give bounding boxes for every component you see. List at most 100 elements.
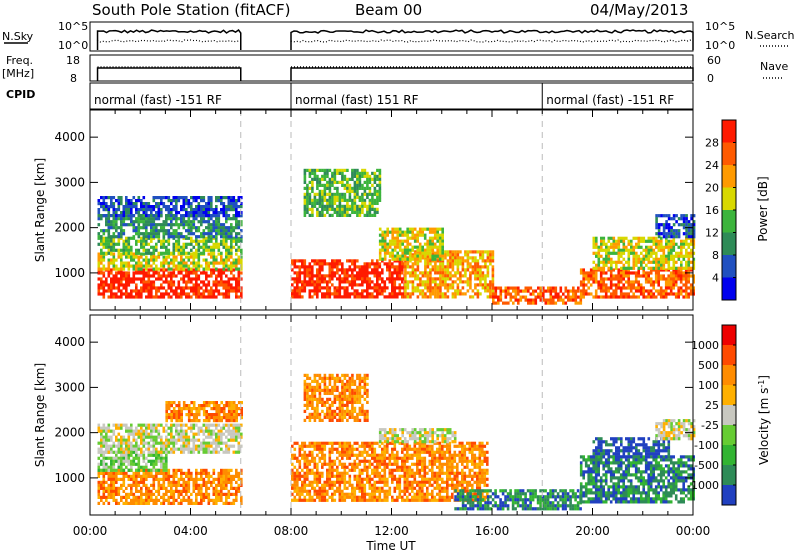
echo-cell (167, 480, 171, 484)
echo-cell (534, 289, 538, 293)
echo-cell (112, 208, 116, 212)
echo-cell (137, 289, 141, 293)
echo-cell (582, 277, 585, 281)
echo-cell (165, 486, 168, 490)
echo-cell (674, 268, 678, 272)
echo-cell (207, 480, 211, 484)
echo-cell (145, 267, 148, 271)
echo-cell (650, 245, 653, 249)
echo-cell (419, 292, 422, 296)
echo-cell (190, 226, 193, 230)
echo-cell (135, 217, 138, 221)
echo-cell (187, 242, 191, 246)
echo-cell (401, 277, 404, 281)
echo-cell (200, 214, 203, 218)
echo-cell (454, 274, 457, 278)
echo-cell (567, 298, 570, 302)
echo-cell (336, 259, 339, 263)
echo-cell (170, 429, 173, 433)
echo-cell (333, 177, 337, 181)
echo-cell (371, 295, 374, 299)
echo-cell (333, 262, 337, 266)
echo-cell (240, 501, 243, 505)
echo-cell (674, 280, 678, 284)
colorbar-tick-label: 4 (712, 272, 719, 285)
echo-cell (393, 254, 397, 258)
echo-cell (662, 292, 665, 296)
echo-cell (690, 254, 693, 258)
echo-cell (225, 220, 228, 224)
echo-cell (469, 280, 472, 284)
echo-cell (220, 498, 223, 502)
echo-cell (112, 498, 116, 502)
echo-cell (105, 456, 108, 460)
echo-cell (240, 223, 243, 227)
echo-cell (180, 289, 183, 293)
echo-cell (182, 274, 186, 278)
echo-cell (371, 201, 374, 205)
echo-cell (657, 242, 661, 246)
echo-cell (122, 286, 126, 290)
echo-cell (97, 267, 101, 271)
echo-cell (484, 274, 487, 278)
echo-cell (469, 277, 472, 281)
echo-cell (155, 426, 158, 430)
echo-cell (160, 501, 163, 505)
echo-cell (418, 251, 422, 255)
echo-cell (197, 277, 201, 281)
echo-cell (436, 230, 439, 234)
echo-cell (132, 277, 136, 281)
echo-cell (167, 232, 171, 236)
echo-cell (459, 259, 462, 263)
echo-cell (602, 277, 605, 281)
echo-cell (358, 274, 362, 278)
echo-cell (105, 267, 108, 271)
echo-cell (210, 480, 213, 484)
echo-cell (504, 295, 508, 299)
echo-cell (220, 196, 223, 200)
echo-cell (351, 286, 354, 290)
echo-cell (630, 251, 633, 255)
echo-cell (424, 295, 427, 299)
echo-cell (426, 271, 430, 275)
nsky-label: N.Sky (2, 30, 34, 43)
echo-cell (363, 268, 367, 272)
echo-cell (627, 280, 630, 284)
echo-cell (451, 259, 455, 263)
echo-cell (373, 289, 377, 293)
echo-cell (192, 292, 196, 296)
echo-cell (398, 265, 402, 269)
echo-cell (667, 245, 671, 249)
echo-cell (120, 495, 123, 499)
echo-cell (592, 251, 596, 255)
echo-cell (669, 280, 673, 284)
echo-cell (212, 211, 216, 215)
echo-cell (632, 263, 636, 267)
echo-cell (145, 220, 148, 224)
echo-cell (564, 301, 568, 305)
echo-cell (341, 204, 344, 208)
echo-cell (112, 280, 116, 284)
echo-cell (587, 292, 590, 296)
echo-cell (127, 274, 131, 278)
echo-cell (411, 257, 414, 261)
echo-cell (604, 295, 608, 299)
echo-cell (363, 280, 367, 284)
echo-cell (404, 277, 407, 281)
echo-cell (461, 292, 465, 296)
echo-cell (142, 205, 146, 209)
echo-cell (679, 286, 683, 290)
echo-cell (120, 295, 123, 299)
echo-cell (152, 286, 156, 290)
nsky-traces (96, 28, 694, 50)
echo-cell (338, 277, 342, 281)
echo-cell (672, 280, 675, 284)
echo-cell (185, 283, 188, 287)
echo-cell (361, 280, 364, 284)
echo-cell (398, 242, 402, 246)
echo-cell (135, 471, 138, 475)
echo-cell (371, 268, 374, 272)
echo-cell (559, 295, 563, 299)
echo-cell (125, 501, 128, 505)
echo-cell (102, 483, 106, 487)
